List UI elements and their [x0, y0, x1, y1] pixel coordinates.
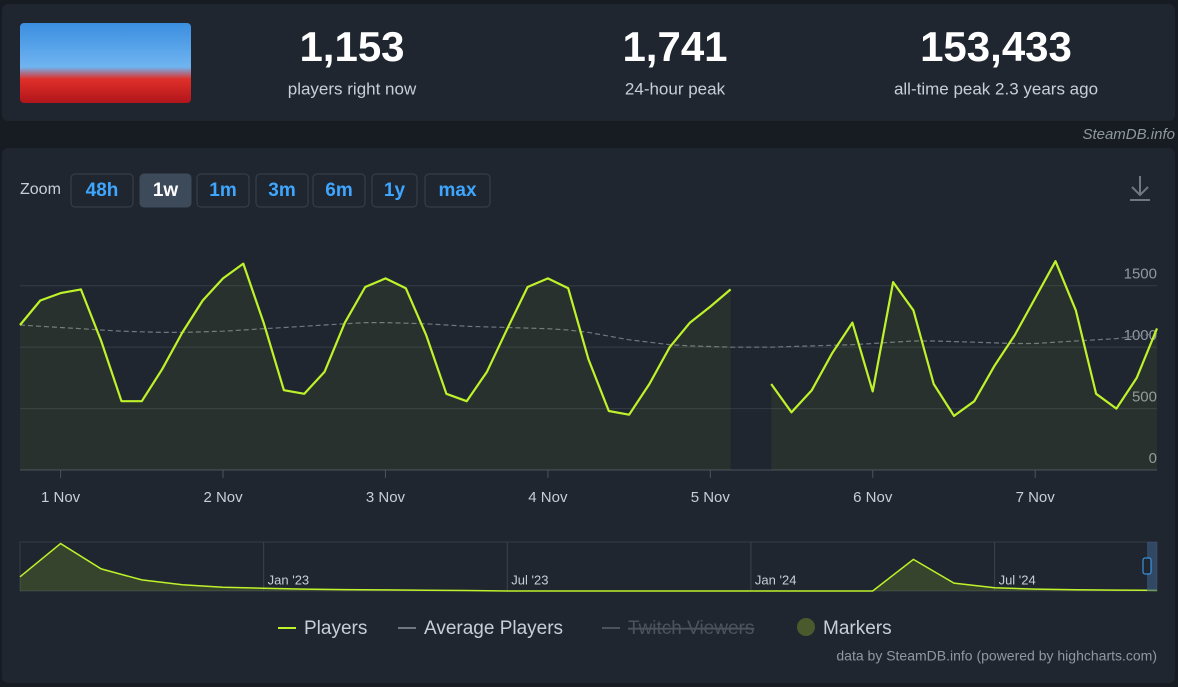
zoom-option[interactable]: 1y — [384, 180, 406, 201]
zoom-option[interactable]: 3m — [268, 180, 295, 201]
stat-value: 1,741 — [622, 23, 727, 70]
x-tick-label: 4 Nov — [528, 489, 568, 506]
legend-item[interactable]: Markers — [823, 618, 892, 639]
navigator-label: Jan '24 — [755, 572, 797, 587]
zoom-option[interactable]: 1m — [209, 180, 236, 201]
stat-value: 153,433 — [920, 23, 1072, 70]
navigator-line — [19, 542, 1158, 592]
players-area — [771, 261, 1157, 470]
download-icon[interactable] — [1130, 176, 1150, 201]
chart-panel — [2, 148, 1175, 683]
players-line — [19, 262, 732, 416]
x-tick-label: 2 Nov — [203, 489, 243, 506]
players-line — [770, 260, 1159, 417]
zoom-button[interactable] — [371, 173, 418, 208]
navigator-area — [20, 543, 1157, 591]
zoom-button[interactable] — [255, 173, 309, 208]
zoom-button[interactable] — [312, 173, 366, 208]
zoom-option[interactable]: 1w — [153, 180, 179, 201]
stat-label: players right now — [288, 79, 417, 98]
legend-symbol — [797, 618, 815, 636]
stat-value: 1,153 — [299, 23, 404, 70]
y-tick-label: 1500 — [1124, 266, 1157, 283]
y-tick-label: 500 — [1132, 389, 1157, 406]
watermark: SteamDB.info — [1082, 126, 1175, 143]
stats-panel — [2, 4, 1175, 121]
x-tick-label: 5 Nov — [691, 489, 731, 506]
players-area — [20, 263, 731, 470]
zoom-button[interactable] — [70, 173, 134, 208]
navigator-selection — [1147, 542, 1157, 591]
navigator-label: Jul '23 — [511, 572, 548, 587]
average-line — [19, 322, 1158, 348]
zoom-button[interactable] — [139, 173, 192, 208]
legend-item[interactable]: Average Players — [424, 618, 563, 639]
x-tick-label: 3 Nov — [366, 489, 406, 506]
navigator-handle[interactable] — [1142, 557, 1152, 575]
stat-label: all-time peak 2.3 years ago — [894, 79, 1098, 98]
zoom-button[interactable] — [424, 173, 491, 208]
x-tick-label: 6 Nov — [853, 489, 893, 506]
zoom-option[interactable]: max — [438, 180, 476, 201]
legend-item[interactable]: Players — [304, 618, 367, 639]
zoom-option[interactable]: 6m — [325, 180, 352, 201]
zoom-option[interactable]: 48h — [86, 180, 119, 201]
zoom-button[interactable] — [196, 173, 250, 208]
legend-item[interactable]: Twitch Viewers — [628, 618, 754, 639]
credit: data by SteamDB.info (powered by highcha… — [836, 648, 1157, 664]
zoom-label: Zoom — [20, 181, 61, 198]
x-tick-label: 7 Nov — [1016, 489, 1056, 506]
navigator-label: Jul '24 — [999, 572, 1036, 587]
stat-label: 24-hour peak — [625, 79, 726, 98]
x-tick-label: 1 Nov — [41, 489, 81, 506]
game-cover[interactable] — [20, 23, 191, 103]
y-tick-label: 0 — [1149, 450, 1157, 467]
navigator-label: Jan '23 — [268, 572, 310, 587]
